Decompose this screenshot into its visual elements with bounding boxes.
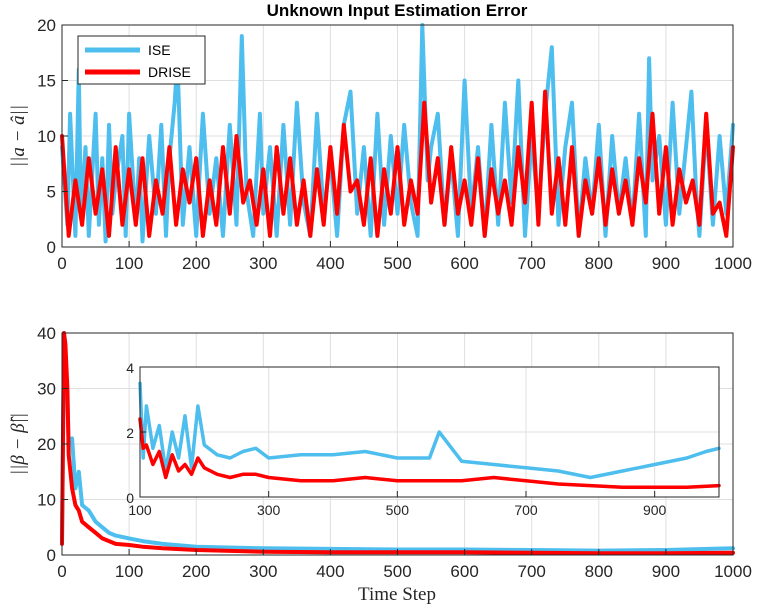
top-series bbox=[60, 23, 735, 244]
x-tick-label: 700 bbox=[518, 562, 546, 581]
x-tick-label: 1000 bbox=[714, 562, 752, 581]
legend-box bbox=[77, 35, 206, 85]
x-tick-label: 400 bbox=[316, 254, 344, 273]
x-tick-label: 700 bbox=[518, 254, 546, 273]
bottom-series bbox=[60, 331, 735, 556]
x-tick-label: 100 bbox=[115, 254, 143, 273]
x-tick-label: 500 bbox=[383, 562, 411, 581]
x-tick-label: 500 bbox=[383, 254, 411, 273]
y-tick-label: 30 bbox=[37, 380, 56, 399]
x-tick-label: 200 bbox=[182, 562, 210, 581]
x-tick-label: 800 bbox=[585, 254, 613, 273]
top-y-ticks: 0 5 10 15 20 bbox=[37, 16, 68, 257]
series-drise-line bbox=[60, 89, 735, 238]
y-tick-label: 15 bbox=[37, 72, 56, 91]
legend-ise-label: ISE bbox=[148, 42, 171, 58]
x-tick-label: 200 bbox=[182, 254, 210, 273]
top-y-axis-label: ||a − â|| bbox=[8, 105, 29, 167]
x-tick-label: 400 bbox=[316, 562, 344, 581]
bottom-y-ticks: 0 10 20 30 40 bbox=[37, 324, 68, 565]
x-tick-label: 600 bbox=[450, 562, 478, 581]
y-tick-label: 0 bbox=[47, 546, 56, 565]
x-tick-label: 300 bbox=[249, 254, 277, 273]
x-tick-label: 900 bbox=[652, 562, 680, 581]
chart-title: Unknown Input Estimation Error bbox=[267, 1, 528, 20]
y-tick-label: 10 bbox=[37, 127, 56, 146]
y-tick-label: 10 bbox=[37, 491, 56, 510]
x-tick-label: 600 bbox=[450, 254, 478, 273]
x-tick-label: 300 bbox=[249, 562, 277, 581]
y-tick-label: 4 bbox=[126, 360, 134, 376]
inset-chart: 100 300 500 700 900 0 2 4 bbox=[126, 360, 721, 518]
y-tick-label: 40 bbox=[37, 324, 56, 343]
y-tick-label: 2 bbox=[126, 425, 134, 441]
y-tick-label: 20 bbox=[37, 16, 56, 35]
y-tick-label: 5 bbox=[47, 183, 56, 202]
y-tick-label: 20 bbox=[37, 435, 56, 454]
legend: ISE DRISE bbox=[77, 35, 206, 85]
top-panel: Unknown Input Estimation Error 0 100 200 30… bbox=[8, 1, 752, 273]
x-tick-label: 500 bbox=[386, 502, 410, 518]
y-tick-label: 0 bbox=[47, 238, 56, 257]
series-ise-line bbox=[138, 381, 721, 480]
x-tick-label: 900 bbox=[643, 502, 667, 518]
y-tick-label: 0 bbox=[126, 490, 134, 506]
series-drise-line bbox=[60, 331, 735, 556]
bottom-y-axis-label: ||β − β̂|| bbox=[8, 413, 29, 475]
inset-x-ticks: 100 300 500 700 900 bbox=[128, 491, 667, 518]
x-tick-label: 900 bbox=[652, 254, 680, 273]
top-x-ticks: 0 100 200 300 400 500 600 700 800 900 1000 bbox=[57, 241, 752, 273]
inset-series bbox=[138, 381, 721, 490]
x-tick-label: 700 bbox=[514, 502, 538, 518]
inset-y-ticks: 0 2 4 bbox=[126, 360, 146, 506]
x-tick-label: 100 bbox=[115, 562, 143, 581]
x-axis-label: Time Step bbox=[358, 584, 436, 605]
bottom-x-ticks: 0 100 200 300 400 500 600 700 800 900 1000 bbox=[57, 549, 752, 581]
x-tick-label: 0 bbox=[57, 562, 66, 581]
x-tick-label: 1000 bbox=[714, 254, 752, 273]
x-tick-label: 100 bbox=[128, 502, 152, 518]
series-drise-line bbox=[138, 417, 721, 490]
legend-drise-label: DRISE bbox=[148, 64, 191, 80]
x-tick-label: 800 bbox=[585, 562, 613, 581]
x-tick-label: 0 bbox=[57, 254, 66, 273]
bottom-panel: 0 100 200 300 400 500 600 700 800 900 1000 0102030… bbox=[8, 324, 752, 605]
x-tick-label: 300 bbox=[257, 502, 281, 518]
